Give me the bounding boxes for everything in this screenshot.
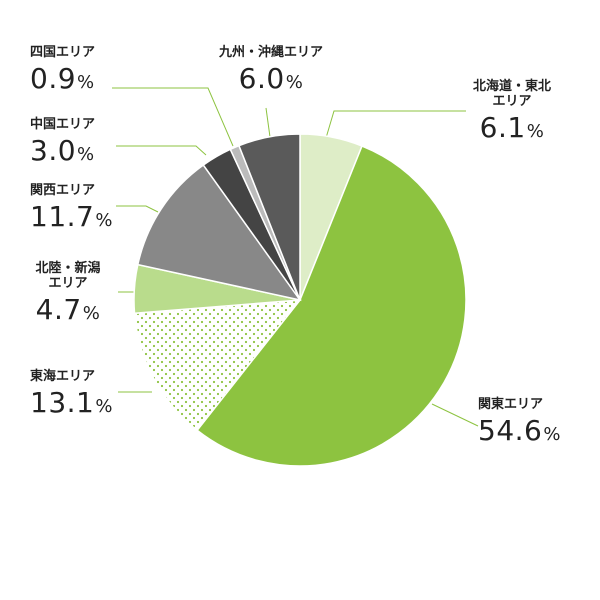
label-unit: % bbox=[95, 209, 113, 231]
label-value: 13.1 bbox=[30, 385, 95, 419]
label-tokai: 東海エリア 13.1% bbox=[30, 369, 113, 419]
label-kansai: 関西エリア 11.7% bbox=[30, 183, 113, 233]
label-hokkaido-tohoku: 北海道・東北 エリア 6.1% bbox=[452, 79, 572, 144]
label-name-line2: エリア bbox=[48, 275, 88, 291]
label-unit: % bbox=[77, 71, 95, 93]
label-name: 北陸・新潟 bbox=[35, 261, 101, 276]
pie-slices bbox=[133, 133, 467, 467]
leader-line-hokkaido-tohoku bbox=[325, 110, 466, 139]
label-name: 関東エリア bbox=[478, 397, 544, 412]
leader-line-kanto bbox=[431, 403, 479, 427]
label-name: 関西エリア bbox=[30, 183, 96, 198]
leader-line-chugoku bbox=[116, 145, 207, 156]
label-unit: % bbox=[95, 395, 113, 417]
label-unit: % bbox=[285, 71, 304, 93]
label-value: 0.9 bbox=[30, 61, 77, 95]
label-value: 6.0 bbox=[238, 61, 285, 95]
label-value: 54.6 bbox=[478, 413, 543, 447]
label-name: 中国エリア bbox=[30, 117, 96, 132]
label-kyushu-okinawa: 九州・沖縄エリア 6.0% bbox=[196, 45, 346, 95]
slice-tokai bbox=[133, 299, 302, 432]
label-shikoku: 四国エリア 0.9% bbox=[30, 45, 96, 95]
label-unit: % bbox=[82, 302, 101, 324]
label-unit: % bbox=[77, 143, 95, 165]
leader-lines bbox=[112, 87, 479, 427]
label-kanto: 関東エリア 54.6% bbox=[478, 397, 561, 447]
label-value: 6.1 bbox=[479, 110, 526, 144]
label-name: 四国エリア bbox=[30, 45, 96, 60]
label-hokuriku-niigata: 北陸・新潟 エリア 4.7% bbox=[18, 261, 118, 326]
label-name: 北海道・東北 bbox=[472, 79, 551, 94]
slice-kyushu-okinawa bbox=[237, 133, 301, 301]
label-name: 九州・沖縄エリア bbox=[218, 45, 323, 60]
label-unit: % bbox=[543, 423, 561, 445]
label-chugoku: 中国エリア 3.0% bbox=[30, 117, 96, 167]
label-name-line2: エリア bbox=[492, 93, 532, 109]
label-name: 東海エリア bbox=[30, 369, 96, 384]
slice-kansai bbox=[136, 163, 302, 302]
leader-line-shikoku bbox=[112, 87, 234, 147]
label-unit: % bbox=[526, 120, 545, 142]
leader-line-kyushu-okinawa bbox=[265, 107, 271, 138]
label-value: 3.0 bbox=[30, 133, 77, 167]
slice-kanto bbox=[196, 145, 467, 467]
label-value: 11.7 bbox=[30, 199, 95, 233]
leader-line-kansai bbox=[116, 205, 159, 213]
label-value: 4.7 bbox=[35, 292, 82, 326]
